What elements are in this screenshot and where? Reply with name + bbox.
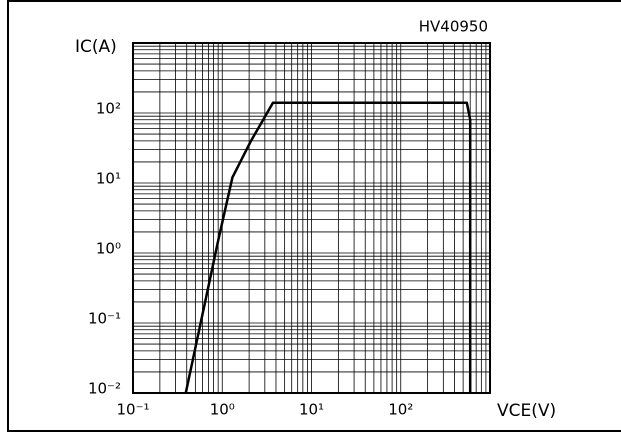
y-axis-label: IC(A)	[75, 37, 117, 57]
safe-operating-area-line	[184, 101, 472, 394]
plot-frame	[132, 42, 491, 394]
y-tick-label: 10⁻²	[88, 380, 121, 398]
x-axis-label: VCE(V)	[497, 401, 556, 421]
y-tick-label: 10¹	[96, 170, 121, 188]
y-tick-label: 10⁰	[96, 240, 121, 258]
y-tick-label: 10²	[96, 100, 121, 118]
chart-title: HV40950	[419, 18, 488, 36]
x-tick-label: 10⁻¹	[116, 401, 149, 419]
y-tick-label: 10⁻¹	[88, 310, 121, 328]
x-tick-label: 10¹	[299, 401, 324, 419]
x-tick-label: 10²	[388, 401, 413, 419]
x-tick-label: 10⁰	[210, 401, 235, 419]
